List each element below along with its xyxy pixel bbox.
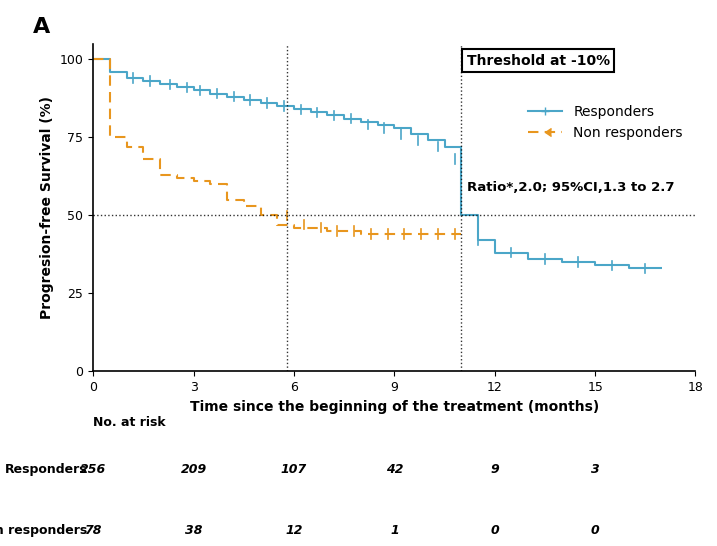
- Text: Ratio*,2.0; 95%CI,1.3 to 2.7: Ratio*,2.0; 95%CI,1.3 to 2.7: [467, 181, 674, 194]
- Text: 12: 12: [285, 524, 303, 537]
- Text: 209: 209: [181, 463, 206, 476]
- Text: 42: 42: [386, 463, 403, 476]
- Legend: Responders, Non responders: Responders, Non responders: [522, 100, 688, 146]
- Text: Responders: Responders: [4, 463, 87, 476]
- Text: 9: 9: [490, 463, 499, 476]
- Text: Threshold at -10%: Threshold at -10%: [467, 54, 609, 68]
- Text: 1: 1: [390, 524, 399, 537]
- Text: 256: 256: [80, 463, 106, 476]
- Text: 78: 78: [85, 524, 102, 537]
- Text: A: A: [33, 17, 50, 38]
- Text: Non responders: Non responders: [0, 524, 87, 537]
- Text: 0: 0: [591, 524, 599, 537]
- Y-axis label: Progresion-free Survival (%): Progresion-free Survival (%): [40, 96, 54, 319]
- Text: 38: 38: [185, 524, 202, 537]
- Text: 0: 0: [490, 524, 499, 537]
- Text: 3: 3: [591, 463, 599, 476]
- Text: 107: 107: [281, 463, 307, 476]
- X-axis label: Time since the beginning of the treatment (months): Time since the beginning of the treatmen…: [190, 400, 599, 413]
- Text: No. at risk: No. at risk: [93, 416, 166, 429]
